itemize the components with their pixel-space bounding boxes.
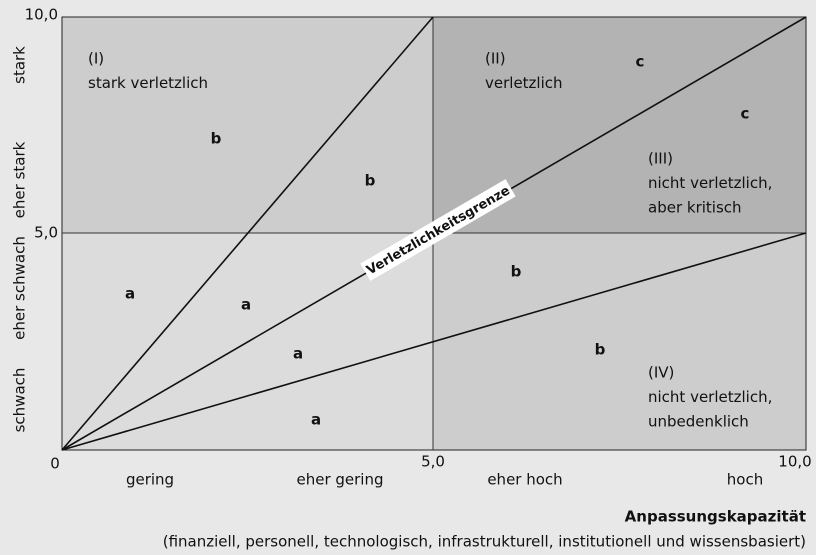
region-label: nicht verletzlich, [648,388,772,406]
x-category: eher hoch [487,471,562,489]
x-axis-title: Anpassungskapazität [625,508,806,526]
letter: b [595,341,606,359]
x-category: gering [126,471,174,489]
region-label: aber kritisch [648,199,742,217]
region-label: verletzlich [485,74,563,92]
letter: a [125,285,135,303]
label-box [360,179,516,281]
y-tick: 0 [50,455,60,473]
x-category: hoch [727,471,763,489]
y-category: stark [11,46,29,84]
quadrant [433,233,806,450]
region-label: (II) [485,50,506,68]
region-label: stark verletzlich [88,74,208,92]
region-label: (III) [648,150,673,168]
region-label: (I) [88,50,104,68]
letter: c [636,53,645,71]
x-tick: 10,0 [778,453,811,471]
y-category: eher schwach [11,236,29,340]
region-label: unbedenklich [648,413,749,431]
x-tick: 5,0 [421,453,445,471]
letter: a [293,345,303,363]
letter: a [311,411,321,429]
y-tick: 10,0 [25,6,58,24]
letter: b [211,130,222,148]
y-category: eher stark [11,141,29,218]
letter: b [365,172,376,190]
x-category: eher gering [296,471,383,489]
letter: c [741,105,750,123]
y-tick: 5,0 [34,224,58,242]
region-label: (IV) [648,364,674,382]
y-category: schwach [11,368,29,433]
quadrant [62,17,433,233]
region-label: nicht verletzlich, [648,174,772,192]
diagonal [61,16,434,451]
letter: a [241,296,251,314]
diagonal [61,232,807,451]
x-axis-subtitle: (finanziell, personell, technologisch, i… [163,533,806,551]
letter: b [511,263,522,281]
